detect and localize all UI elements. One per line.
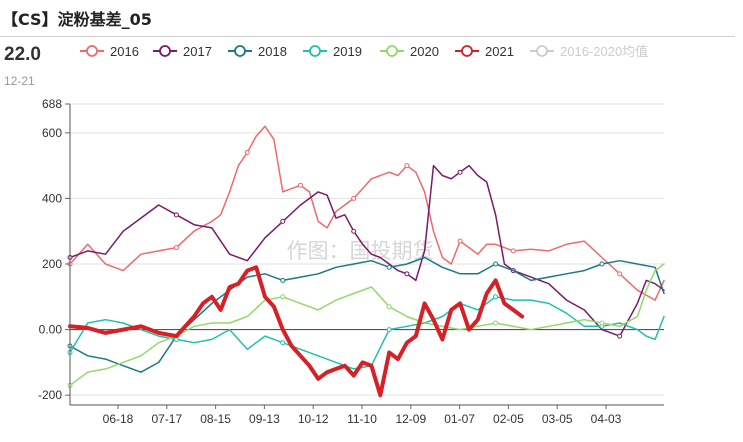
grid-lines [70, 103, 664, 396]
current-date: 12-21 [4, 74, 35, 88]
x-tick-label: 10-12 [298, 412, 329, 426]
x-tick-label: 07-17 [151, 412, 182, 426]
axes: 688 600 400 200 0.00 -200 06-18 07-17 08-15 09-13… [38, 97, 664, 426]
legend-label: 2016-2020均值 [560, 44, 648, 59]
title-divider [0, 36, 735, 37]
series-line-1 [69, 164, 665, 337]
y-tick-label: 688 [42, 97, 62, 111]
series-point [457, 169, 463, 175]
y-tick-label: 600 [42, 126, 62, 140]
series-point [599, 261, 605, 267]
series-point [386, 327, 392, 333]
series-point [404, 163, 410, 169]
legend-label: 2018 [258, 44, 287, 59]
legend-item-0[interactable]: 2016 [80, 44, 139, 59]
y-tick-label: 0.00 [39, 323, 63, 337]
legend-marker [536, 45, 548, 57]
legend-marker [159, 45, 171, 57]
x-tick-label: 01-07 [444, 412, 475, 426]
series-line-0 [69, 125, 665, 301]
series-point [386, 304, 392, 310]
series-point [280, 294, 286, 300]
x-tick-label: 02-05 [493, 412, 524, 426]
x-tick-label: 09-13 [249, 412, 280, 426]
series-lines [67, 125, 665, 398]
legend-marker [386, 45, 398, 57]
legend-item-4[interactable]: 2020 [380, 44, 439, 59]
current-value: 22.0 [4, 44, 41, 65]
series-point [280, 340, 286, 346]
x-tick-label: 06-18 [103, 412, 134, 426]
legend-label: 2016 [110, 44, 139, 59]
series-line-2 [69, 256, 665, 373]
series-line-5 [68, 265, 525, 398]
series-point [173, 245, 179, 251]
x-tick-label: 12-09 [395, 412, 426, 426]
series-point [404, 271, 410, 277]
series-point [386, 264, 392, 270]
series-point [351, 228, 357, 234]
chart-legend: 2016 2017 2018 2019 2020 2021 2016-2020均值 [80, 44, 648, 59]
y-tick-label: -200 [38, 388, 62, 402]
legend-label: 2020 [410, 44, 439, 59]
series-point [457, 238, 463, 244]
legend-item-1[interactable]: 2017 [153, 44, 212, 59]
series-point [493, 261, 499, 267]
x-tick-label: 11-10 [347, 412, 377, 426]
legend-item-6[interactable]: 2016-2020均值 [530, 44, 648, 59]
x-tick-label: 08-15 [200, 412, 231, 426]
series-line-3 [69, 296, 665, 370]
series-point [510, 248, 516, 254]
legend-marker [234, 45, 246, 57]
legend-label: 2019 [333, 44, 362, 59]
y-tick-label: 200 [42, 257, 62, 271]
series-point [244, 150, 250, 156]
watermark: 作图：国投期货 [287, 239, 434, 263]
series-point [617, 271, 623, 277]
series-point [298, 182, 304, 188]
series-point [280, 218, 286, 224]
legend-marker [86, 45, 98, 57]
page-title: 【CS】淀粉基差_05 [2, 10, 152, 29]
series-point [493, 320, 499, 326]
y-tick-label: 400 [42, 191, 62, 205]
series-point [617, 333, 623, 339]
legend-marker [461, 45, 473, 57]
legend-label: 2017 [183, 44, 212, 59]
legend-item-2[interactable]: 2018 [228, 44, 287, 59]
series-point [493, 294, 499, 300]
series-point [173, 212, 179, 218]
x-tick-label: 04-03 [591, 412, 622, 426]
legend-item-3[interactable]: 2019 [303, 44, 362, 59]
series-point [351, 195, 357, 201]
legend-marker [309, 45, 321, 57]
legend-label: 2021 [485, 44, 514, 59]
legend-item-5[interactable]: 2021 [455, 44, 514, 59]
series-point [280, 277, 286, 283]
x-tick-label: 03-05 [542, 412, 573, 426]
series-point [599, 320, 605, 326]
